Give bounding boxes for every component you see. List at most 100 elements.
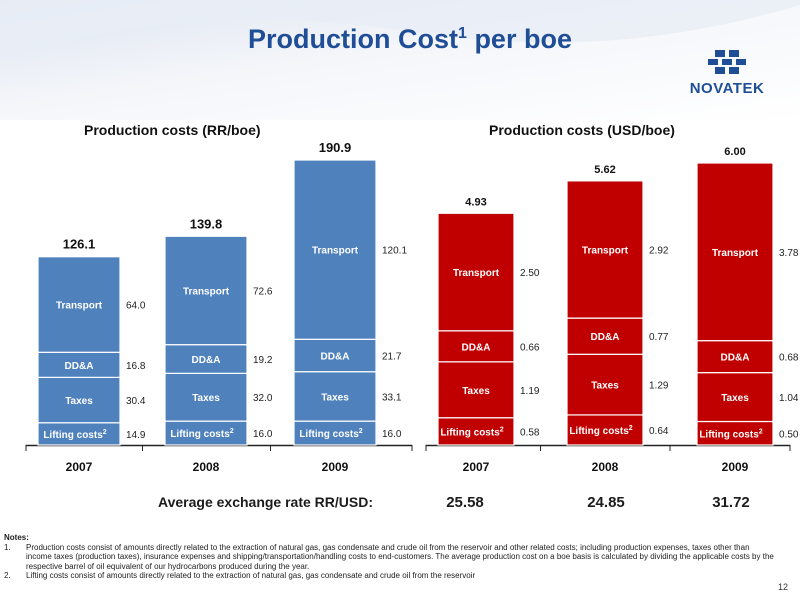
chart-rub-bar-2009-transport — [293, 159, 377, 340]
notes-section: Notes: 1. Production costs consist of am… — [4, 533, 774, 581]
chart-rub-series-label-2008-3: Transport — [183, 286, 230, 297]
chart-rub-value-label-2008-2: 19.2 — [253, 355, 273, 366]
exchange-rate-2008: 24.85 — [587, 494, 625, 511]
chart-rub-value-label-2007-2: 16.8 — [126, 361, 146, 372]
page-number: 12 — [778, 582, 789, 592]
chart-usd-category-2009: 2009 — [722, 460, 749, 474]
chart-usd-value-label-2008-3: 2.92 — [649, 245, 669, 256]
chart-rub-bar-2008-taxes — [164, 372, 248, 422]
chart-rub-value-label-2009-0: 16.0 — [382, 429, 402, 440]
chart-rub-series-label-2007-2: DD&A — [65, 361, 94, 372]
chart-usd-bar-2007-transport — [437, 212, 515, 332]
chart-rub-series-label-2008-1: Taxes — [192, 393, 220, 404]
chart-usd-series-label-2008-1: Taxes — [591, 381, 619, 392]
chart-rub-bar-2009-dd-a — [293, 338, 377, 373]
chart-usd-value-label-2008-0: 0.64 — [649, 426, 669, 437]
chart-rub-value-label-2007-3: 64.0 — [126, 301, 146, 312]
chart-usd-value-label-2009-3: 3.78 — [779, 248, 799, 259]
chart-usd-bar-2007-dd-a — [437, 330, 515, 363]
chart-usd-series-label-2009-2: DD&A — [721, 353, 750, 364]
chart-rub-value-label-2007-1: 30.4 — [126, 396, 146, 407]
chart-usd-bar-2008-transport — [566, 180, 644, 319]
note-2: 2. Lifting costs consist of amounts dire… — [4, 571, 774, 581]
chart-rub-category-2009: 2009 — [322, 460, 349, 474]
chart-usd-category-2008: 2008 — [592, 460, 619, 474]
chart-rub-bar-2008-dd-a — [164, 344, 248, 374]
chart-usd-series-label-2009-1: Taxes — [721, 393, 749, 404]
chart-usd-bar-2008-taxes — [566, 353, 644, 416]
exchange-rate-2007: 25.58 — [446, 494, 484, 511]
chart-usd-value-label-2007-2: 0.66 — [520, 342, 540, 353]
chart-rub-series-label-2007-1: Taxes — [65, 396, 93, 407]
chart-usd-series-label-2007-1: Taxes — [462, 386, 490, 397]
chart-usd-title: Production costs (USD/boe) — [489, 122, 675, 138]
chart-usd-bar-2009-taxes — [696, 372, 774, 423]
chart-rub-value-label-2008-1: 32.0 — [253, 393, 273, 404]
chart-usd-value-label-2007-0: 0.58 — [520, 427, 540, 438]
chart-rub-total-2007: 126.1 — [63, 237, 96, 252]
chart-rub-series-label-2007-0: Lifting costs2 — [43, 429, 106, 441]
chart-rub-bar-2007-dd-a — [37, 351, 121, 378]
chart-usd-series-label-2007-3: Transport — [453, 268, 500, 279]
note-2-text: Lifting costs consist of amounts directl… — [26, 571, 476, 580]
chart-rub-category-2008: 2008 — [193, 460, 220, 474]
chart-rub-series-label-2009-2: DD&A — [321, 351, 350, 362]
chart-usd-series-label-2008-0: Lifting costs2 — [569, 425, 632, 437]
chart-rub-value-label-2009-1: 33.1 — [382, 392, 402, 403]
chart-rub-category-2007: 2007 — [66, 460, 93, 474]
chart-usd-value-label-2008-2: 0.77 — [649, 332, 669, 343]
chart-rub-title: Production costs (RR/boe) — [84, 122, 261, 138]
chart-usd-category-2007: 2007 — [463, 460, 490, 474]
chart-usd-bar-2009-transport — [696, 162, 774, 342]
chart-rub-value-label-2009-2: 21.7 — [382, 351, 402, 362]
chart-usd-value-label-2007-1: 1.19 — [520, 386, 540, 397]
chart-usd-bar-2009-dd-a — [696, 340, 774, 374]
chart-rub-total-2009: 190.9 — [319, 140, 352, 155]
chart-rub-bar-2007-taxes — [37, 376, 121, 424]
logo-wordmark: NOVATEK — [689, 80, 765, 97]
chart-rub-value-label-2009-3: 120.1 — [382, 246, 407, 257]
chart-usd-total-2007: 4.93 — [465, 196, 486, 208]
chart-usd-bar-2008-dd-a — [566, 317, 644, 355]
chart-usd-value-label-2008-1: 1.29 — [649, 381, 669, 392]
chart-rub-series-label-2009-3: Transport — [312, 246, 359, 257]
chart-usd-value-label-2009-0: 0.50 — [779, 429, 799, 440]
chart-rub-series-label-2009-0: Lifting costs2 — [299, 428, 362, 440]
chart-rub-total-2008: 139.8 — [190, 216, 223, 231]
chart-usd-series-label-2008-2: DD&A — [591, 332, 620, 343]
note-1: 1. Production costs consist of amounts d… — [4, 543, 774, 572]
chart-usd-series-label-2009-0: Lifting costs2 — [699, 428, 762, 440]
novatek-emblem-icon — [708, 50, 746, 74]
exchange-rate-2009: 31.72 — [712, 494, 750, 511]
novatek-logo: NOVATEK — [682, 46, 772, 97]
chart-rub-series-label-2008-2: DD&A — [192, 355, 221, 366]
page-title: Production Cost1 per boe — [248, 24, 572, 54]
chart-rub-series-label-2009-1: Taxes — [321, 392, 349, 403]
charts-canvas: Lifting costs2 14.9 Taxes 30.4 DD&A 16.8 Trans… — [25, 140, 799, 474]
note-2-number: 2. — [4, 571, 11, 580]
chart-usd-value-label-2009-1: 1.04 — [779, 393, 799, 404]
chart-rub-bar-2007-transport — [37, 256, 121, 353]
chart-rub-value-label-2008-0: 16.0 — [253, 429, 273, 440]
chart-usd-bar-2007-taxes — [437, 361, 515, 419]
chart-rub-series-label-2008-0: Lifting costs2 — [170, 428, 233, 440]
chart-rub-bar-2009-taxes — [293, 371, 377, 422]
chart-usd-series-label-2008-3: Transport — [582, 245, 629, 256]
chart-usd-series-label-2009-3: Transport — [712, 248, 759, 259]
exchange-rate-label: Average exchange rate RR/USD: — [158, 494, 374, 510]
chart-usd-total-2008: 5.62 — [594, 164, 615, 176]
chart-usd-value-label-2009-2: 0.68 — [779, 353, 799, 364]
chart-rub-bar-2008-transport — [164, 235, 248, 346]
note-1-text: Production costs consist of amounts dire… — [26, 542, 774, 571]
chart-rub-series-label-2007-3: Transport — [56, 301, 103, 312]
chart-usd-series-label-2007-2: DD&A — [462, 342, 491, 353]
notes-header: Notes: — [4, 533, 29, 542]
chart-usd-value-label-2007-3: 2.50 — [520, 268, 540, 279]
chart-usd-bar-2007-lifting-costs — [437, 417, 515, 446]
chart-usd-bar-2008-lifting-costs — [566, 414, 644, 446]
chart-rub-value-label-2007-0: 14.9 — [126, 430, 146, 441]
chart-usd-series-label-2007-0: Lifting costs2 — [440, 426, 503, 438]
note-1-number: 1. — [4, 542, 11, 552]
chart-usd-total-2009: 6.00 — [724, 146, 745, 158]
